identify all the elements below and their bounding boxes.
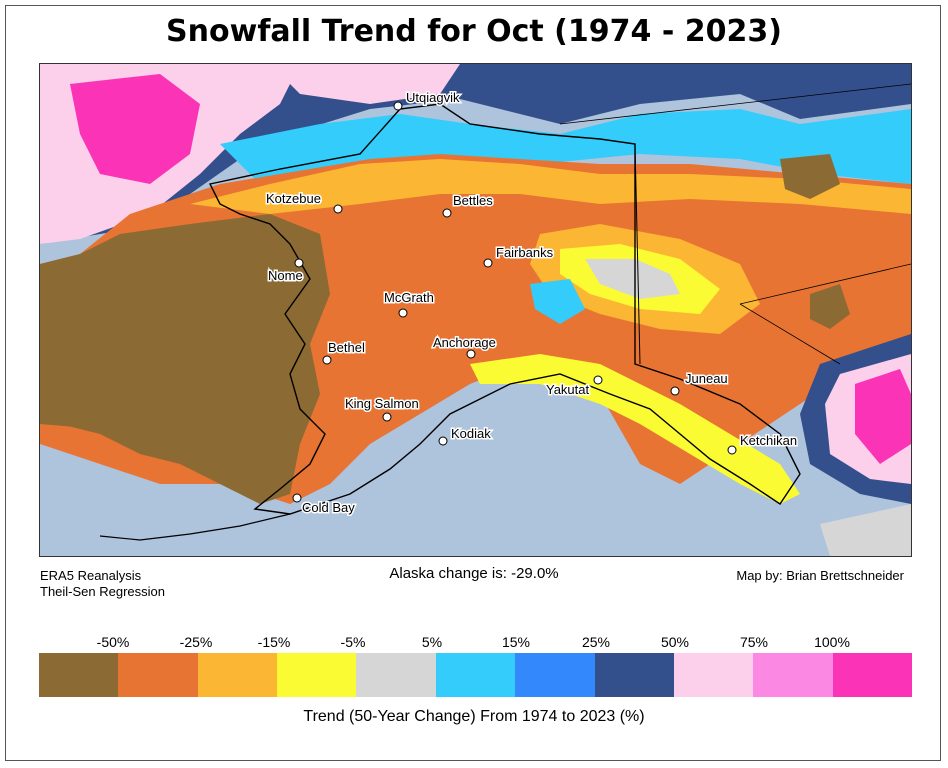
colorbar-tick: -50% (96, 634, 130, 650)
colorbar-tick: 5% (421, 634, 443, 650)
city-marker: Nome (267, 258, 304, 285)
interior-cyan-zone (530, 279, 585, 324)
us-canada-border (634, 143, 641, 365)
city-marker: McGrath (383, 289, 435, 318)
city-marker: Fairbanks (483, 244, 555, 268)
yukon-brown-patch (780, 154, 840, 199)
territory-border (739, 303, 841, 365)
city-marker: Kodiak (438, 425, 493, 446)
statewide-change-label: Alaska change is: -29.0% (389, 565, 559, 582)
data-source-label: ERA5 Reanalysis (40, 568, 142, 583)
colorbar (39, 653, 912, 697)
city-label: Juneau (685, 371, 728, 386)
colorbar-tick: 50% (660, 634, 690, 650)
city-label: Bethel (328, 340, 365, 355)
method-label: Theil-Sen Regression (40, 584, 166, 599)
snowfall-trend-map: Utqiagvik Kotzebue Bettles Fairbanks Nom… (39, 63, 912, 557)
province-border (739, 263, 911, 305)
colorbar-tick: 25% (581, 634, 611, 650)
north-light-orange-band (190, 159, 911, 214)
city-label: McGrath (384, 290, 434, 305)
city-marker: Yakutat (545, 375, 603, 399)
city-label: Fairbanks (496, 245, 554, 260)
city-marker: Bettles (442, 192, 495, 218)
gulf-coast-yellow-zone (470, 354, 800, 504)
colorbar-label: Trend (50-Year Change) From 1974 to 2023… (303, 708, 645, 725)
chukchi-magenta-zone (70, 74, 200, 184)
colorbar-swatch (356, 653, 436, 697)
colorbar-tick: 75% (739, 634, 769, 650)
city-marker: Utqiagvik (393, 89, 461, 111)
colorbar-tick: -5% (340, 634, 366, 650)
city-label: King Salmon (345, 396, 419, 411)
colorbar-swatch (197, 653, 278, 697)
city-marker: Kotzebue (265, 190, 343, 214)
alaska-coastline (208, 103, 801, 515)
yukon-brown-patch-2 (810, 284, 850, 329)
city-label: Bettles (453, 193, 493, 208)
city-label: Kodiak (451, 426, 491, 441)
map-canvas: Utqiagvik Kotzebue Bettles Fairbanks Nom… (40, 64, 911, 556)
map-title: Snowfall Trend for Oct (1974 - 2023) (166, 14, 782, 49)
city-label: Yakutat (546, 382, 590, 397)
city-label: Ketchikan (740, 433, 797, 448)
southeast-ocean-grey (820, 504, 911, 556)
colorbar-swatch (435, 653, 516, 697)
city-label: Nome (268, 268, 303, 283)
aleutian-islands (99, 513, 291, 541)
colorbar-tick: 15% (501, 634, 531, 650)
colorbar-swatch (594, 653, 674, 697)
city-marker: Cold Bay (292, 493, 357, 517)
city-label: Cold Bay (302, 500, 355, 515)
colorbar-swatch (753, 653, 833, 697)
interior-grey-zone (585, 259, 680, 299)
colorbar-swatch (277, 653, 357, 697)
colorbar-swatch (39, 653, 119, 697)
bering-brown-zone (40, 394, 290, 484)
bc-magenta-zone (855, 369, 911, 464)
figure-frame (5, 5, 941, 761)
beaufort-pink-zone (270, 64, 460, 104)
colorbar-swatch (118, 653, 198, 697)
city-marker: Juneau (670, 370, 729, 396)
city-marker: Bethel (322, 339, 366, 365)
city-label: Kotzebue (266, 191, 321, 206)
city-marker: Ketchikan (727, 432, 799, 455)
city-label: Anchorage (433, 335, 496, 350)
city-marker: Anchorage (432, 334, 497, 359)
arctic-coastline-canada (559, 83, 911, 125)
map-credit: Map by: Brian Brettschneider (736, 568, 904, 583)
colorbar-tick: -25% (179, 634, 213, 650)
colorbar-swatch (515, 653, 595, 697)
colorbar-tick: -15% (257, 634, 291, 650)
city-marker: King Salmon (344, 395, 420, 422)
colorbar-swatch (673, 653, 754, 697)
colorbar-swatch (832, 653, 912, 697)
colorbar-tick: 100% (814, 634, 850, 650)
city-label: Utqiagvik (406, 90, 460, 105)
